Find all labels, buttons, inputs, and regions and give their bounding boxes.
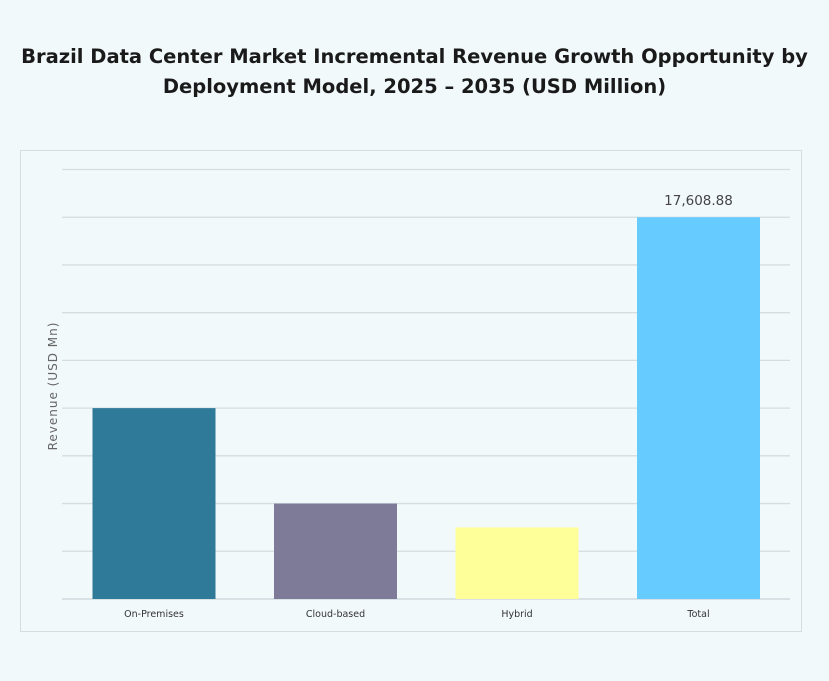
bar-hybrid <box>455 527 579 599</box>
x-tick-label: On-Premises <box>124 609 184 620</box>
x-tick-label: Total <box>686 609 709 620</box>
x-tick-label: Hybrid <box>501 609 532 620</box>
bar-total <box>637 217 760 599</box>
labels: On-Premises Cloud-based Hybrid Total 17,608.… <box>124 193 733 620</box>
bar-on-premises <box>92 408 216 599</box>
chart-title: Brazil Data Center Market Incremental Re… <box>0 42 829 102</box>
data-label: 17,608.88 <box>664 193 733 209</box>
chart-title-line1: Brazil Data Center Market Incremental Re… <box>21 45 808 68</box>
bar-cloud-based <box>274 503 397 599</box>
x-tick-label: Cloud-based <box>306 609 365 620</box>
y-axis-label: Revenue (USD Mn) <box>46 322 60 451</box>
chart-title-line2: Deployment Model, 2025 – 2035 (USD Milli… <box>162 75 667 98</box>
bars <box>92 217 760 599</box>
